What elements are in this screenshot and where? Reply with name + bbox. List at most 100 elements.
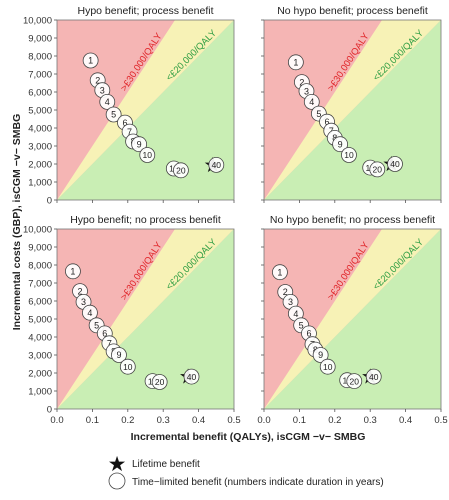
zone-below-20k: [264, 20, 441, 200]
timepoint-label: 5: [299, 321, 304, 331]
timepoint-circle: [99, 94, 116, 110]
timepoint-label: 10: [143, 150, 153, 160]
threshold-zones: [264, 229, 441, 409]
timepoint-label: 2: [95, 76, 100, 86]
timepoint-label: 9: [338, 139, 343, 149]
timepoint-circle: [111, 347, 127, 363]
y-tick-label: 9,000: [28, 242, 52, 253]
timepoint-circle: [312, 347, 329, 363]
timepoint-label: 5: [94, 321, 99, 331]
y-tick-label: 10,000: [23, 15, 52, 26]
timepoint-label: 20: [350, 376, 360, 386]
x-tick-label: 0.0: [257, 415, 270, 426]
x-tick-label: 0.2: [121, 415, 134, 426]
y-tick-label: 1,000: [28, 177, 52, 188]
timepoint-label: 1: [277, 267, 282, 277]
y-tick-label: 7,000: [28, 69, 52, 80]
y-tick-label: 1,000: [28, 386, 52, 397]
timepoint-label: 8: [332, 133, 337, 143]
timepoint-circle: [346, 373, 363, 390]
timepoint-label: 6: [306, 329, 311, 339]
zone-below-20k: [57, 20, 234, 200]
timepoint-label: 10: [344, 150, 354, 160]
panel-title: No hypo benefit; no process benefit: [270, 214, 435, 226]
timepoint-label: 20: [176, 166, 186, 176]
timepoint-label: 4: [87, 308, 92, 318]
timepoint-label: 6: [102, 329, 107, 339]
threshold-zones: [57, 20, 234, 200]
x-tick-label: 0.0: [50, 415, 63, 426]
y-tick-label: 3,000: [28, 350, 52, 361]
y-axis-label: Incremental costs (GBP), isCGM −v− SMBG: [11, 114, 23, 330]
y-tick-label: 6,000: [28, 296, 52, 307]
timepoint-label: 2: [299, 77, 304, 87]
y-tick-label: 8,000: [28, 260, 52, 271]
timepoint-label: 2: [78, 286, 83, 296]
timepoint-label: 40: [212, 160, 222, 170]
panel-title: Hypo benefit; no process benefit: [70, 214, 221, 226]
y-tick-label: 3,000: [28, 141, 52, 152]
timepoint-label: 20: [373, 165, 383, 175]
y-tick-label: 4,000: [28, 332, 52, 343]
timepoint-label: 3: [304, 86, 309, 96]
x-tick-label: 0.1: [86, 415, 99, 426]
timepoint-label: 5: [316, 109, 321, 119]
y-tick-label: 7,000: [28, 278, 52, 289]
x-tick-label: 0.5: [434, 415, 447, 426]
timepoint-label: 20: [155, 377, 165, 387]
timepoint-circle: [131, 136, 148, 153]
threshold-zones: [264, 20, 441, 200]
timepoint-label: 1: [88, 56, 93, 66]
timepoint-label: 40: [187, 372, 197, 382]
y-tick-label: 5,000: [28, 314, 52, 325]
timepoint-circle: [319, 358, 336, 375]
timepoint-label: 10: [323, 362, 333, 372]
timepoint-label: 3: [81, 297, 86, 307]
timepoint-circle: [139, 147, 156, 163]
timepoint-label: 6: [122, 118, 127, 128]
legend-star-label: Lifetime benefit: [132, 459, 200, 470]
y-tick-label: 0: [47, 195, 52, 206]
x-tick-label: 0.1: [293, 415, 306, 426]
timepoint-label: 6: [325, 117, 330, 127]
panel-title: Hypo benefit; process benefit: [78, 5, 214, 17]
timepoint-circle: [272, 264, 288, 281]
legend-circle-icon: [108, 472, 126, 490]
timepoint-circle: [387, 156, 403, 172]
timepoint-label: 3: [288, 297, 293, 307]
timepoint-circle: [208, 156, 225, 173]
timepoint-label: 4: [293, 309, 298, 319]
timepoint-circle: [172, 162, 189, 179]
y-tick-label: 8,000: [28, 51, 52, 62]
timepoint-label: 4: [309, 97, 314, 107]
timepoint-circle: [341, 147, 357, 163]
y-tick-label: 0: [47, 404, 52, 415]
x-tick-label: 0.2: [328, 415, 341, 426]
timepoint-label: 5: [111, 110, 116, 120]
timepoint-circle: [82, 52, 99, 69]
timepoint-circle: [183, 368, 200, 385]
timepoint-label: 7: [127, 127, 132, 137]
timepoint-label: 40: [369, 372, 379, 382]
x-tick-label: 0.4: [399, 415, 412, 426]
timepoint-circle: [332, 136, 349, 153]
timepoint-label: 9: [116, 350, 121, 360]
timepoint-label: 7: [107, 339, 112, 349]
x-tick-label: 0.3: [157, 415, 170, 426]
x-tick-label: 0.3: [364, 415, 377, 426]
y-tick-label: 2,000: [28, 159, 52, 170]
panel-title: No hypo benefit; process benefit: [277, 5, 428, 17]
timepoint-label: 10: [123, 362, 133, 372]
timepoint-circle: [65, 263, 81, 280]
timepoint-label: 40: [390, 159, 400, 169]
legend-star-icon: ★: [108, 453, 127, 476]
timepoint-circle: [105, 106, 122, 123]
timepoint-label: 9: [318, 350, 323, 360]
timepoint-circle: [365, 368, 382, 385]
timepoint-circle: [119, 358, 136, 375]
x-tick-label: 0.4: [192, 415, 205, 426]
